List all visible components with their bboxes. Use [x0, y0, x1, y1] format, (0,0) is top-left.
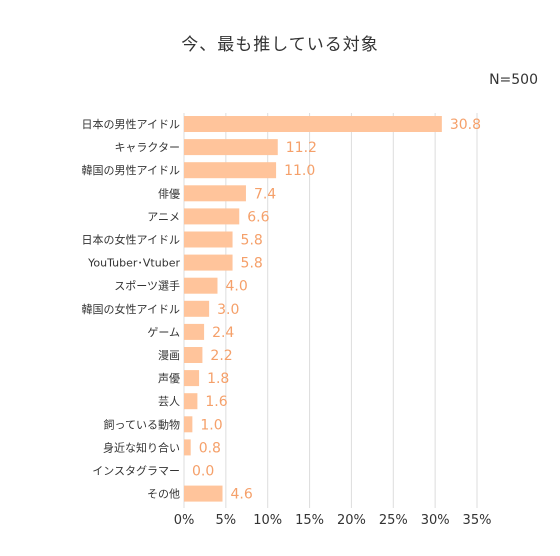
- value-label: 2.2: [210, 348, 232, 364]
- value-label: 5.8: [241, 256, 263, 272]
- value-label: 0.8: [199, 440, 221, 456]
- value-label: 30.8: [450, 117, 481, 133]
- bar: [184, 485, 223, 502]
- value-label: 6.6: [247, 209, 269, 225]
- value-label: 4.6: [231, 487, 253, 503]
- value-label: 7.4: [254, 186, 276, 202]
- category-label: 身近な知り合い: [103, 440, 180, 454]
- x-tick-label: 10%: [253, 513, 282, 528]
- bar: [184, 300, 210, 317]
- bar: [184, 231, 233, 248]
- category-label: 日本の男性アイドル: [82, 117, 180, 131]
- value-label: 0.0: [192, 464, 214, 480]
- category-label: 日本の女性アイドル: [82, 233, 180, 247]
- bar: [184, 370, 200, 387]
- bar: [184, 439, 191, 456]
- category-label: インスタグラマー: [92, 464, 180, 478]
- bar: [184, 139, 278, 156]
- bars: [184, 116, 442, 502]
- bar: [184, 416, 193, 433]
- value-label: 11.0: [284, 163, 315, 179]
- category-label: ゲーム: [147, 326, 180, 339]
- category-label: 俳優: [158, 187, 180, 200]
- category-label: 声優: [158, 371, 180, 385]
- value-label: 2.4: [212, 325, 234, 341]
- chart-title: 今、最も推している対象: [181, 35, 379, 55]
- x-axis-ticks: 0% 5% 10% 15% 20% 25% 30% 35%: [174, 513, 492, 528]
- category-label: 韓国の男性アイドル: [82, 163, 180, 177]
- bar: [184, 277, 218, 294]
- bar: [184, 323, 205, 340]
- value-label: 1.0: [200, 417, 222, 433]
- value-label: 1.6: [205, 394, 227, 410]
- sample-size-note: N=500: [489, 72, 538, 88]
- category-label: 飼っている動物: [104, 417, 180, 431]
- value-label: 11.2: [286, 140, 317, 156]
- value-label: 5.8: [241, 233, 263, 249]
- category-label: その他: [147, 488, 180, 501]
- category-label: YouTuber･Vtuber: [87, 257, 180, 270]
- value-labels: 30.8 11.2 11.0 7.4 6.6 5.8 5.8 4.0 3.0 2.4 2.2 1.8 1…: [192, 117, 481, 503]
- bar: [184, 185, 246, 202]
- category-label: アニメ: [147, 210, 180, 223]
- x-tick-label: 0%: [174, 513, 195, 528]
- category-label: キャラクター: [114, 141, 180, 154]
- bar: [184, 254, 233, 271]
- bar: [184, 162, 277, 179]
- x-tick-label: 25%: [379, 513, 408, 528]
- category-label: 芸人: [158, 395, 180, 408]
- bar: [184, 116, 442, 132]
- category-label: 漫画: [158, 348, 180, 362]
- category-label: 韓国の女性アイドル: [82, 302, 180, 316]
- x-tick-label: 35%: [463, 513, 492, 528]
- x-tick-label: 20%: [337, 513, 366, 528]
- bar: [184, 393, 198, 410]
- category-label: スポーツ選手: [114, 279, 180, 293]
- x-tick-label: 30%: [421, 513, 450, 528]
- x-tick-label: 15%: [295, 513, 324, 528]
- value-label: 3.0: [217, 302, 239, 318]
- bar: [184, 208, 240, 225]
- value-label: 4.0: [225, 279, 247, 295]
- x-tick-label: 5%: [216, 513, 237, 528]
- bar: [184, 347, 203, 363]
- value-label: 1.8: [207, 371, 229, 387]
